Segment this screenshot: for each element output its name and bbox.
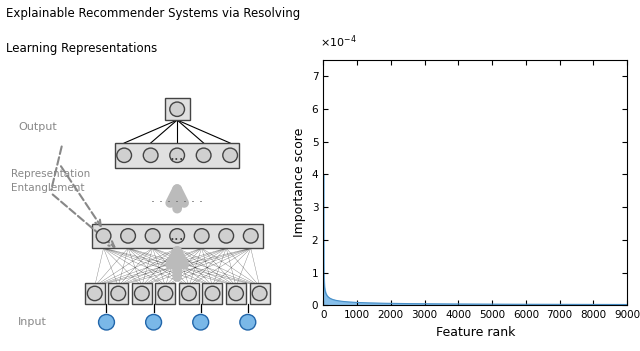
Circle shape (182, 286, 196, 300)
Circle shape (145, 229, 160, 243)
Circle shape (219, 229, 234, 243)
Circle shape (170, 102, 184, 117)
Text: Representation
Entanglement: Representation Entanglement (11, 169, 90, 193)
Text: ...: ... (170, 229, 184, 243)
FancyBboxPatch shape (84, 283, 105, 304)
Circle shape (195, 229, 209, 243)
Circle shape (170, 148, 184, 163)
Circle shape (158, 286, 173, 300)
Circle shape (205, 286, 220, 300)
Text: Learning Representations: Learning Representations (6, 42, 157, 55)
Text: . . . . . . .: . . . . . . . (151, 192, 203, 205)
FancyBboxPatch shape (202, 283, 223, 304)
FancyBboxPatch shape (92, 224, 262, 248)
FancyBboxPatch shape (226, 283, 246, 304)
FancyBboxPatch shape (132, 283, 152, 304)
Circle shape (116, 148, 132, 163)
Circle shape (252, 286, 267, 300)
X-axis label: Feature rank: Feature rank (435, 326, 515, 339)
FancyBboxPatch shape (250, 283, 269, 304)
Circle shape (193, 314, 209, 330)
Y-axis label: Importance score: Importance score (293, 128, 306, 237)
Text: Output: Output (18, 121, 57, 132)
Circle shape (146, 314, 161, 330)
Circle shape (99, 314, 115, 330)
Text: $\times10^{-4}$: $\times10^{-4}$ (320, 33, 357, 50)
Circle shape (111, 286, 125, 300)
Text: ...: ... (170, 148, 184, 163)
Circle shape (96, 229, 111, 243)
Circle shape (121, 229, 136, 243)
Circle shape (243, 229, 258, 243)
Text: Input: Input (18, 317, 47, 327)
Circle shape (223, 148, 237, 163)
FancyBboxPatch shape (115, 143, 239, 167)
Circle shape (240, 314, 256, 330)
Text: Explainable Recommender Systems via Resolving: Explainable Recommender Systems via Reso… (6, 7, 301, 20)
FancyBboxPatch shape (164, 98, 189, 120)
Circle shape (88, 286, 102, 300)
Circle shape (170, 229, 184, 243)
FancyBboxPatch shape (108, 283, 128, 304)
FancyBboxPatch shape (156, 283, 175, 304)
FancyBboxPatch shape (179, 283, 199, 304)
Circle shape (143, 148, 158, 163)
Circle shape (228, 286, 243, 300)
Circle shape (134, 286, 149, 300)
Circle shape (196, 148, 211, 163)
